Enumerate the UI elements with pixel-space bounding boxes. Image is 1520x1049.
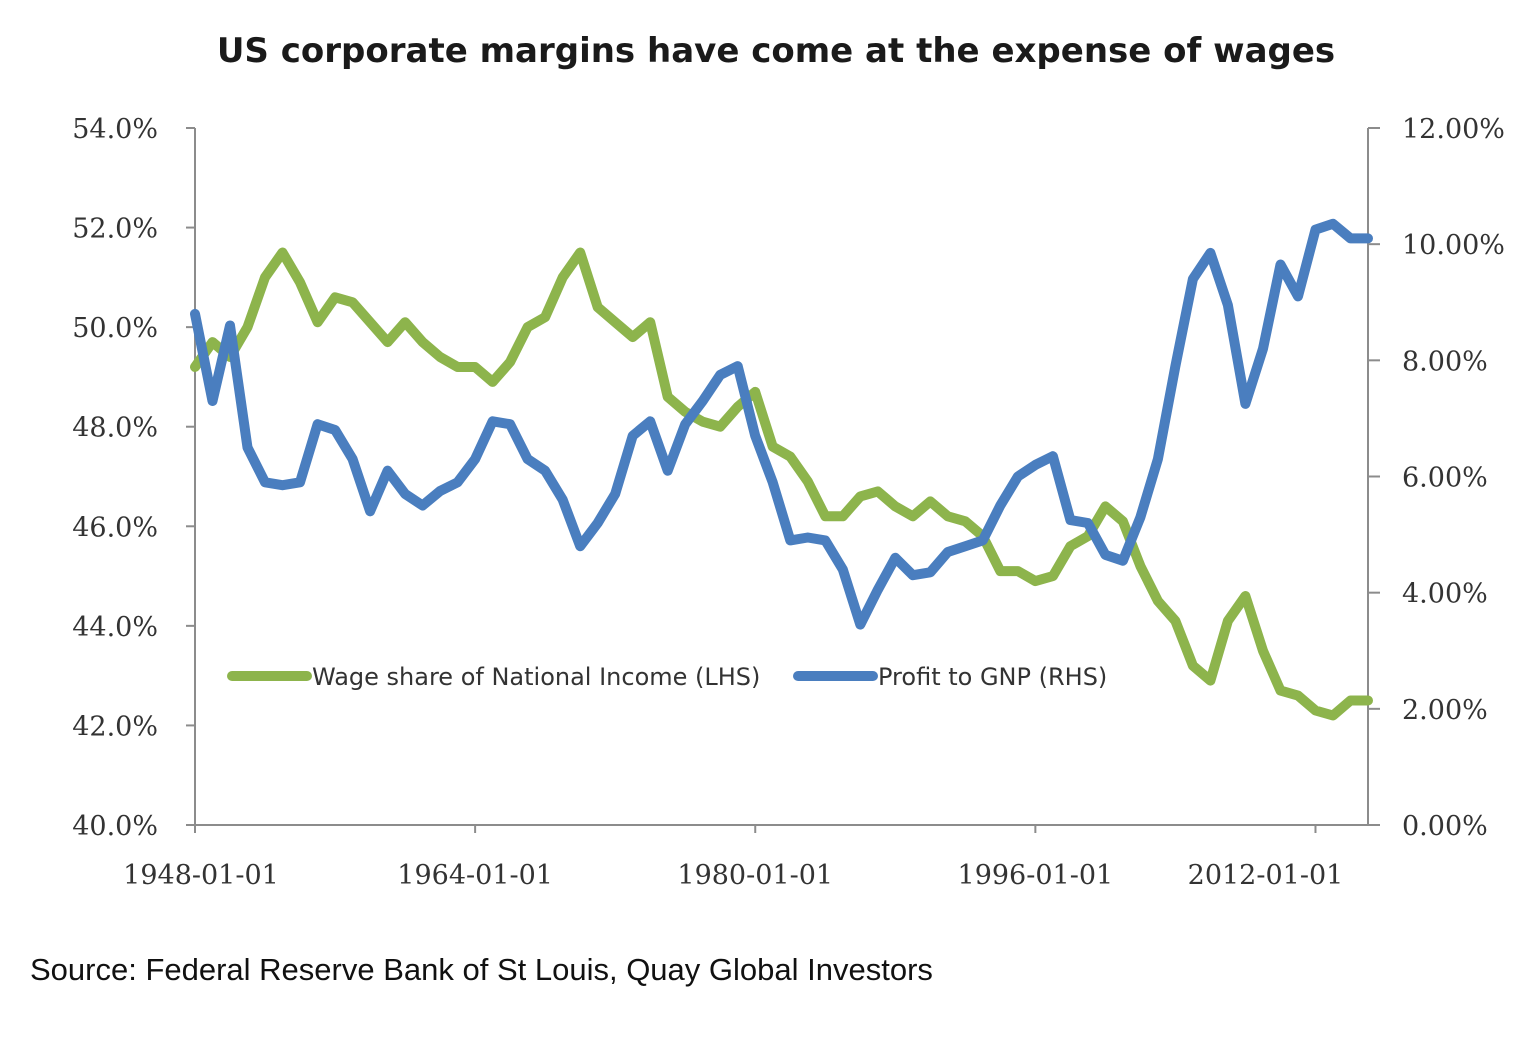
left-tick-label: 40.0%: [72, 811, 158, 842]
left-tick-label: 54.0%: [72, 114, 158, 145]
x-tick-label: 1948-01-01: [123, 860, 279, 891]
series-layer: [190, 218, 1373, 721]
left-tick-label: 48.0%: [72, 413, 158, 444]
left-tick-label: 46.0%: [72, 512, 158, 543]
x-tick-label: 1980-01-01: [677, 860, 833, 891]
legend-label: Wage share of National Income (LHS): [312, 663, 760, 691]
left-tick-label: 42.0%: [72, 711, 158, 742]
series-line-wage-share: [190, 247, 1373, 721]
right-tick-label: 8.00%: [1402, 346, 1488, 377]
right-tick-label: 10.00%: [1402, 230, 1505, 261]
x-tick-label: 1964-01-01: [397, 860, 553, 891]
right-tick-label: 6.00%: [1402, 463, 1488, 494]
source-note: Source: Federal Reserve Bank of St Louis…: [30, 952, 933, 987]
chart-title: US corporate margins have come at the ex…: [217, 31, 1335, 71]
right-tick-label: 12.00%: [1402, 114, 1505, 145]
chart: US corporate margins have come at the ex…: [72, 31, 1505, 891]
x-tick-label: 2012-01-01: [1188, 860, 1344, 891]
right-tick-label: 2.00%: [1402, 695, 1488, 726]
x-tick-label: 1996-01-01: [958, 860, 1114, 891]
right-tick-label: 4.00%: [1402, 579, 1488, 610]
left-tick-label: 52.0%: [72, 214, 158, 245]
axes: 40.0% 42.0% 44.0% 46.0% 48.0% 50.0% 52.0% 54.0%…: [72, 114, 1505, 891]
right-tick-label: 0.00%: [1402, 811, 1488, 842]
series-line-profit-to-gnp: [190, 218, 1373, 630]
legend-label: Profit to GNP (RHS): [878, 663, 1107, 691]
left-tick-label: 44.0%: [72, 612, 158, 643]
left-tick-label: 50.0%: [72, 313, 158, 344]
legend: Wage share of National Income (LHS) Profi…: [227, 663, 1107, 691]
